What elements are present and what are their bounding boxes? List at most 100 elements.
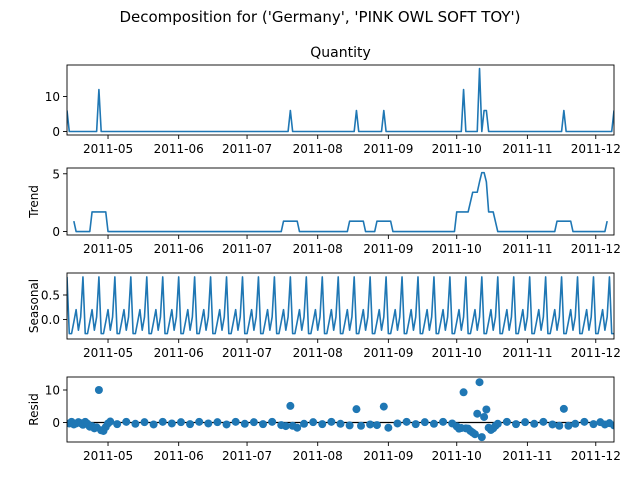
resid-point: [476, 378, 484, 386]
resid-xtick-label: 2011-08: [293, 449, 343, 463]
resid-point: [337, 420, 345, 428]
quantity-xtick-label: 2011-06: [154, 142, 204, 156]
resid-point: [482, 406, 490, 414]
resid-point: [352, 405, 360, 413]
resid-point: [503, 418, 511, 426]
quantity-xtick-label: 2011-09: [363, 142, 413, 156]
resid-point: [366, 420, 374, 428]
resid-point: [480, 413, 488, 421]
resid-xtick-label: 2011-10: [432, 449, 482, 463]
resid-point: [232, 418, 240, 426]
resid-point: [380, 403, 388, 411]
resid-ylabel: Resid: [27, 393, 41, 425]
resid-point: [555, 422, 563, 430]
quantity-xtick-label: 2011-07: [222, 142, 272, 156]
resid-point: [113, 420, 121, 428]
resid-point: [95, 386, 103, 394]
quantity-xtick-label: 2011-05: [83, 142, 133, 156]
trend-xtick-label: 2011-10: [432, 242, 482, 256]
trend-xtick-label: 2011-06: [154, 242, 204, 256]
seasonal-ytick-label: 0.5: [41, 289, 60, 303]
resid-point: [393, 419, 401, 427]
resid-point: [494, 420, 502, 428]
trend-xtick-label: 2011-12: [571, 242, 621, 256]
resid-point: [589, 420, 597, 428]
seasonal-xtick-label: 2011-08: [293, 346, 343, 360]
resid-point: [204, 419, 212, 427]
resid-point: [186, 420, 194, 428]
seasonal-xtick-label: 2011-06: [154, 346, 204, 360]
trend-ytick-label: 0: [52, 225, 60, 239]
resid-xtick-label: 2011-07: [222, 449, 272, 463]
resid-point: [580, 418, 588, 426]
resid-point: [564, 422, 572, 430]
resid-point: [430, 420, 438, 428]
resid-xtick-label: 2011-06: [154, 449, 204, 463]
seasonal-ytick-label: 0.0: [41, 313, 60, 327]
resid-point: [140, 418, 148, 426]
resid-point: [250, 418, 258, 426]
seasonal-xtick-label: 2011-12: [571, 346, 621, 360]
trend-ylabel: Trend: [27, 185, 41, 219]
quantity-xtick-label: 2011-10: [432, 142, 482, 156]
resid-point: [223, 420, 231, 428]
quantity-title: Quantity: [310, 45, 371, 61]
resid-point: [213, 418, 221, 426]
quantity-ytick-label: 10: [45, 90, 60, 104]
resid-point: [168, 419, 176, 427]
resid-point: [327, 418, 335, 426]
resid-point: [286, 402, 294, 410]
resid-xtick-label: 2011-12: [571, 449, 621, 463]
quantity-xtick-label: 2011-08: [293, 142, 343, 156]
seasonal-xtick-label: 2011-10: [432, 346, 482, 360]
figure-suptitle: Decomposition for ('Germany', 'PINK OWL …: [119, 8, 520, 26]
seasonal-xtick-label: 2011-09: [363, 346, 413, 360]
trend-xtick-label: 2011-08: [293, 242, 343, 256]
resid-point: [259, 420, 267, 428]
seasonal-xtick-label: 2011-11: [502, 346, 552, 360]
seasonal-xtick-label: 2011-07: [222, 346, 272, 360]
resid-point: [106, 418, 114, 426]
resid-point: [471, 430, 479, 438]
resid-point: [384, 424, 392, 432]
trend-xtick-label: 2011-11: [502, 242, 552, 256]
quantity-xtick-label: 2011-12: [571, 142, 621, 156]
resid-ytick-label: 0: [52, 416, 60, 430]
trend-xtick-label: 2011-07: [222, 242, 272, 256]
resid-point: [309, 418, 317, 426]
quantity-xtick-label: 2011-11: [502, 142, 552, 156]
trend-xtick-label: 2011-05: [83, 242, 133, 256]
resid-point: [512, 420, 520, 428]
quantity-ytick-label: 0: [52, 125, 60, 139]
resid-point: [357, 422, 365, 430]
resid-point: [521, 418, 529, 426]
resid-point: [560, 405, 568, 413]
seasonal-xtick-label: 2011-05: [83, 346, 133, 360]
trend-xtick-label: 2011-09: [363, 242, 413, 256]
resid-point: [460, 388, 468, 396]
resid-point: [159, 418, 167, 426]
resid-xtick-label: 2011-09: [363, 449, 413, 463]
resid-point: [571, 420, 579, 428]
resid-xtick-label: 2011-11: [502, 449, 552, 463]
resid-point: [548, 420, 556, 428]
resid-point: [346, 421, 354, 429]
resid-point: [195, 418, 203, 426]
seasonal-ylabel: Seasonal: [27, 279, 41, 333]
resid-point: [122, 418, 130, 426]
resid-point: [439, 418, 447, 426]
resid-point: [300, 420, 308, 428]
resid-point: [293, 424, 301, 432]
resid-point: [150, 420, 158, 428]
resid-xtick-label: 2011-05: [83, 449, 133, 463]
resid-point: [530, 420, 538, 428]
resid-ytick-label: 10: [45, 384, 60, 398]
resid-point: [268, 418, 276, 426]
resid-point: [478, 433, 486, 441]
resid-point: [373, 421, 381, 429]
trend-ytick-label: 5: [52, 167, 60, 181]
resid-point: [473, 410, 481, 418]
resid-point: [412, 420, 420, 428]
